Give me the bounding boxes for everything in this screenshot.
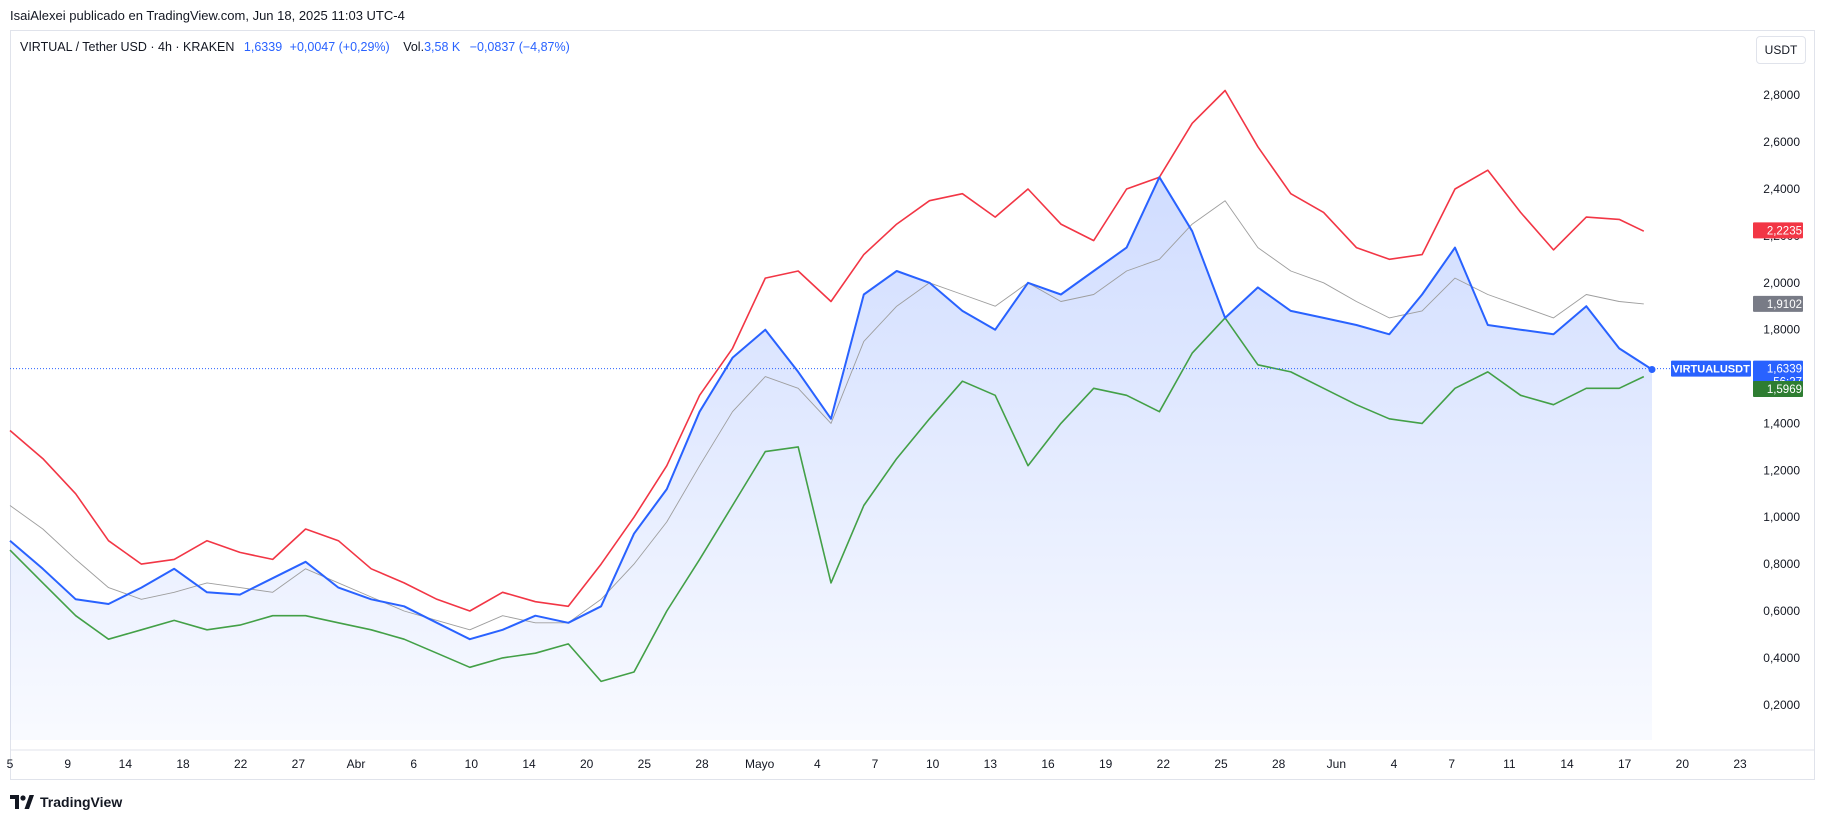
y-tick-label: 0,2000 xyxy=(1763,698,1800,712)
tradingview-logo-icon xyxy=(10,795,34,809)
currency-button[interactable]: USDT xyxy=(1756,36,1806,64)
price-area-fill xyxy=(10,177,1652,740)
x-tick-label: 18 xyxy=(176,757,190,771)
price-tag-middle xyxy=(1753,295,1803,312)
last-price-marker xyxy=(1648,366,1656,374)
x-tick-label: 14 xyxy=(522,757,536,771)
price-tag-lower xyxy=(1753,381,1803,398)
publisher-line: IsaiAlexei publicado en TradingView.com,… xyxy=(10,8,405,23)
y-tick-label: 0,4000 xyxy=(1763,651,1800,665)
y-tick-label: 0,8000 xyxy=(1763,557,1800,571)
legend-vol-change: −0,0837 (−4,87%) xyxy=(469,40,570,54)
price-tag-text-middle: 1,9102 xyxy=(1767,299,1802,311)
x-tick-label: 20 xyxy=(1676,757,1690,771)
x-tick-label: 10 xyxy=(465,757,479,771)
x-tick-label: 10 xyxy=(926,757,940,771)
y-tick-label: 0,6000 xyxy=(1763,604,1800,618)
x-tick-label: 9 xyxy=(64,757,71,771)
legend-vol-label: Vol. xyxy=(403,40,425,54)
x-tick-label: 14 xyxy=(119,757,133,771)
y-tick-label: 2,8000 xyxy=(1763,88,1800,102)
series-line-middle xyxy=(9,200,1644,631)
legend-volume: 3,58 K xyxy=(424,40,461,54)
x-tick-label: 28 xyxy=(695,757,709,771)
x-tick-label: 17 xyxy=(1618,757,1632,771)
y-tick-label: 1,4000 xyxy=(1763,416,1800,430)
line-layer xyxy=(9,89,1672,683)
x-tick-label: 23 xyxy=(1733,757,1747,771)
x-tick-label: 25 xyxy=(638,757,652,771)
chart-frame xyxy=(10,30,1815,780)
footer-brand-label: TradingView xyxy=(40,794,123,810)
series-line-lower xyxy=(9,317,1645,683)
x-tick-label: Abr xyxy=(347,757,366,771)
x-tick-label: 13 xyxy=(984,757,998,771)
x-tick-label: 4 xyxy=(814,757,821,771)
x-tick-label: Jun xyxy=(1327,757,1346,771)
x-tick-label: 7 xyxy=(872,757,879,771)
y-tick-label: 1,0000 xyxy=(1763,510,1800,524)
x-tick-label: 6 xyxy=(410,757,417,771)
symbol-tag xyxy=(1671,360,1751,377)
x-tick-label: 20 xyxy=(580,757,594,771)
series-line-upper xyxy=(9,89,1645,612)
y-tick-label: 1,2000 xyxy=(1763,463,1800,477)
x-tick-label: 22 xyxy=(234,757,248,771)
legend-change: +0,0047 (+0,29%) xyxy=(289,40,390,54)
x-tick-label: 5 xyxy=(7,757,14,771)
x-tick-label: 7 xyxy=(1448,757,1455,771)
symbol-tag-text: VIRTUALUSDT xyxy=(1672,364,1750,376)
x-tick-label: 19 xyxy=(1099,757,1113,771)
x-tick-label: 25 xyxy=(1214,757,1228,771)
footer-brand[interactable]: TradingView xyxy=(10,794,122,810)
price-tag-upper xyxy=(1753,222,1803,239)
x-tick-label: 22 xyxy=(1157,757,1171,771)
price-tag-text-price: 1,6339 xyxy=(1767,364,1802,376)
x-tick-label: 14 xyxy=(1560,757,1574,771)
x-tick-label: 4 xyxy=(1391,757,1398,771)
x-axis: 5 9 14 18 22 27 Abr 6 10 14 20 25 28 Mayo 4 7 10 13 16 19 22… xyxy=(7,757,1747,771)
x-tick-label: Mayo xyxy=(745,757,775,771)
price-tag-text-lower: 1,5969 xyxy=(1767,384,1802,396)
area-layer xyxy=(10,177,1652,740)
y-tick-label: 2,0000 xyxy=(1763,276,1800,290)
legend-price: 1,6339 xyxy=(243,40,283,54)
x-tick-label: 27 xyxy=(292,757,306,771)
y-tick-label: 2,4000 xyxy=(1763,182,1800,196)
x-tick-label: 11 xyxy=(1503,757,1516,771)
y-axis: 0,2000 0,4000 0,6000 0,8000 1,0000 1,2000 1,40… xyxy=(1763,88,1800,712)
x-tick-label: 28 xyxy=(1272,757,1286,771)
chart-legend: VIRTUAL / Tether USD · 4h · KRAKEN 1,633… xyxy=(20,40,570,54)
legend-symbol: VIRTUAL / Tether USD · 4h · KRAKEN xyxy=(20,40,235,54)
y-tick-label: 1,8000 xyxy=(1763,323,1800,337)
x-tick-label: 16 xyxy=(1041,757,1055,771)
price-tag-text-upper: 2,2235 xyxy=(1767,225,1802,237)
y-tick-label: 2,6000 xyxy=(1763,135,1800,149)
series-line-price xyxy=(9,176,1653,641)
